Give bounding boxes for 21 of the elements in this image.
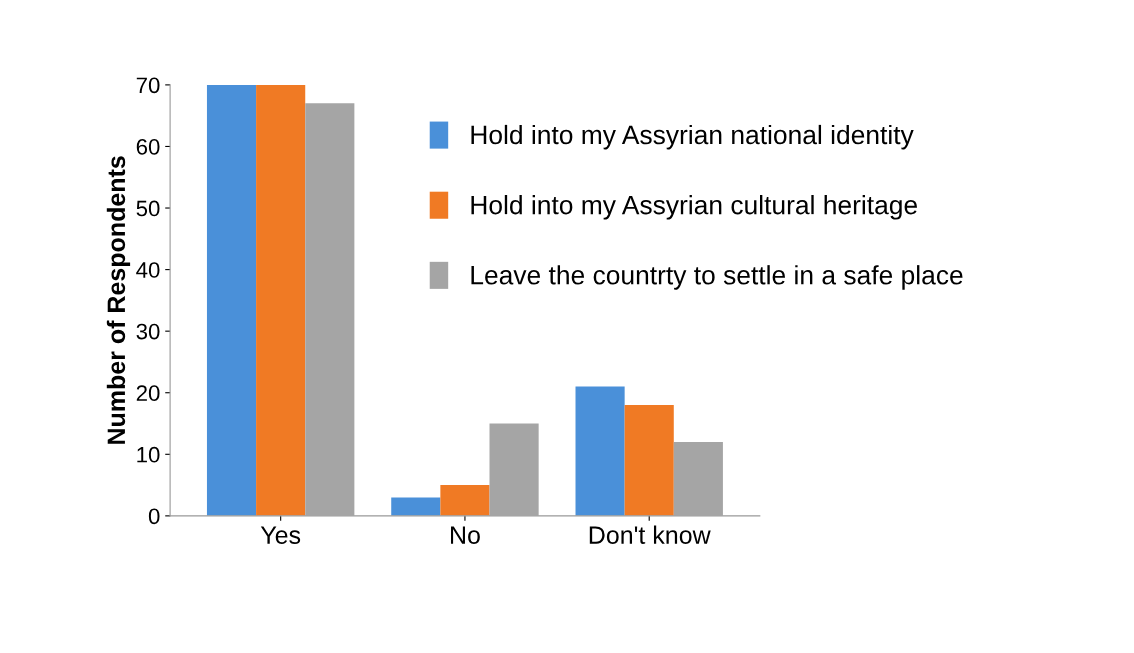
bar	[575, 386, 625, 516]
legend-label: Hold into my Assyrian national identity	[471, 124, 914, 150]
x-tick-label: Yes	[260, 526, 301, 544]
y-tick-label: 10	[137, 446, 160, 463]
y-tick-label: 30	[136, 323, 160, 340]
bar	[391, 497, 441, 516]
legend-label: Leave the countrty to settle in a safe place	[471, 265, 963, 290]
y-tick-label: 40	[136, 262, 160, 278]
y-tick-label: 20	[136, 385, 160, 401]
bar	[440, 485, 490, 516]
bar	[256, 84, 306, 516]
y-tick-label: 0	[148, 508, 160, 525]
bar	[624, 405, 674, 516]
x-tick-label: Don't know	[589, 525, 711, 544]
y-axis-title: Number of Respondents	[106, 156, 131, 444]
y-tick-label: 70	[136, 77, 160, 94]
bar	[206, 84, 257, 516]
x-tick-label: No	[451, 526, 480, 544]
y-tick-label: 50	[136, 200, 160, 217]
y-tick-label: 60	[136, 138, 160, 155]
legend-label: Hold into my Assyrian cultural heritage	[471, 195, 917, 220]
